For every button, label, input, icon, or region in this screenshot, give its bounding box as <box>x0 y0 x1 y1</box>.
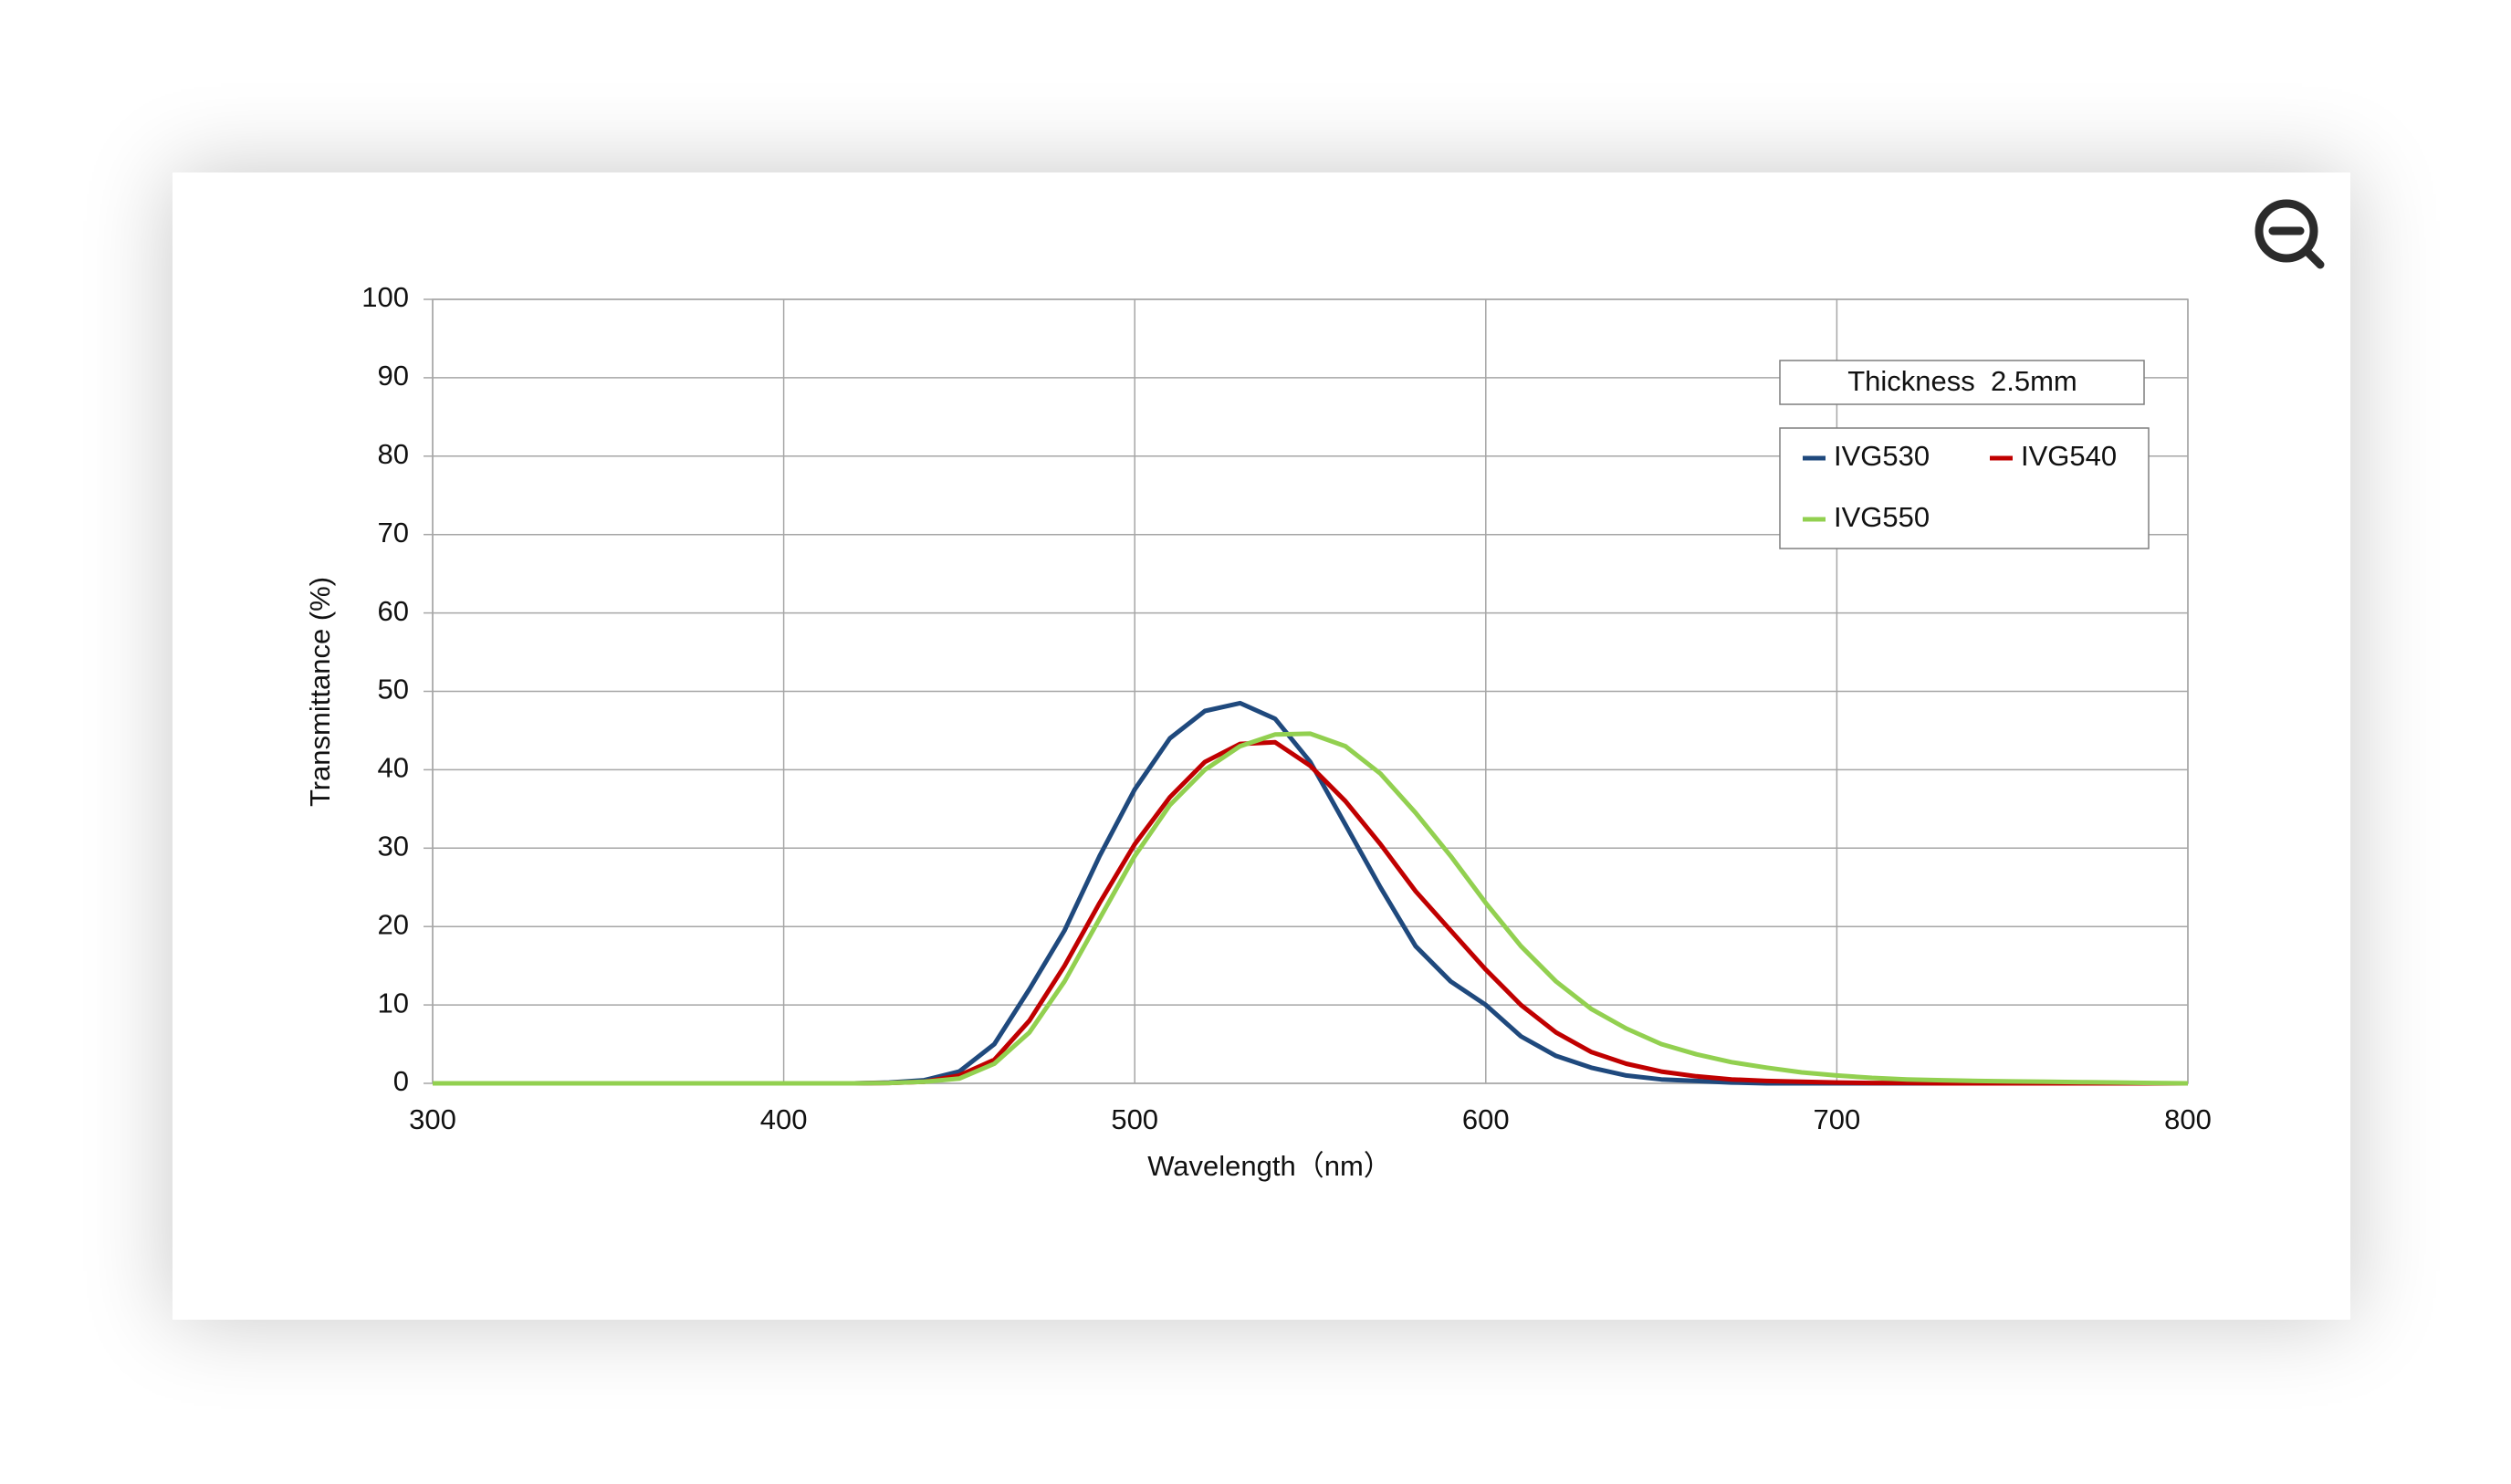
legend-label: IVG550 <box>1834 501 1930 533</box>
y-tick-label: 100 <box>361 281 409 313</box>
y-tick-label: 0 <box>393 1065 409 1097</box>
series-line <box>433 700 2188 1086</box>
legend-label: IVG530 <box>1834 440 1930 472</box>
x-tick-label: 600 <box>1462 1103 1510 1135</box>
y-tick-label: 30 <box>378 830 409 862</box>
y-tick-label: 60 <box>378 595 409 627</box>
y-tick-label: 80 <box>378 438 409 470</box>
y-tick-label: 10 <box>378 987 409 1019</box>
legend-label: IVG540 <box>2021 440 2117 472</box>
annotation: Thickness 2.5mm <box>1847 365 2077 397</box>
zoom-out-icon[interactable] <box>2255 199 2325 269</box>
x-tick-label: 700 <box>1814 1103 1861 1135</box>
y-tick-label: 70 <box>378 517 409 549</box>
x-tick-label: 400 <box>760 1103 808 1135</box>
y-tick-label: 50 <box>378 674 409 705</box>
x-axis-title: Wavelength（nm） <box>1147 1150 1392 1182</box>
annotation-box <box>1779 360 2145 405</box>
plot-border <box>432 298 2189 1084</box>
x-tick-label: 500 <box>1111 1103 1158 1135</box>
y-tick-label: 20 <box>378 908 409 940</box>
x-tick-label: 800 <box>2164 1103 2212 1135</box>
legend-box <box>1779 427 2150 549</box>
y-tick-label: 90 <box>378 360 409 392</box>
series-line <box>433 731 2189 1086</box>
y-tick-label: 40 <box>378 752 409 784</box>
x-tick-label: 300 <box>409 1103 456 1135</box>
series-line <box>433 739 2188 1086</box>
y-axis-title: Transmittance (%) <box>304 577 336 807</box>
